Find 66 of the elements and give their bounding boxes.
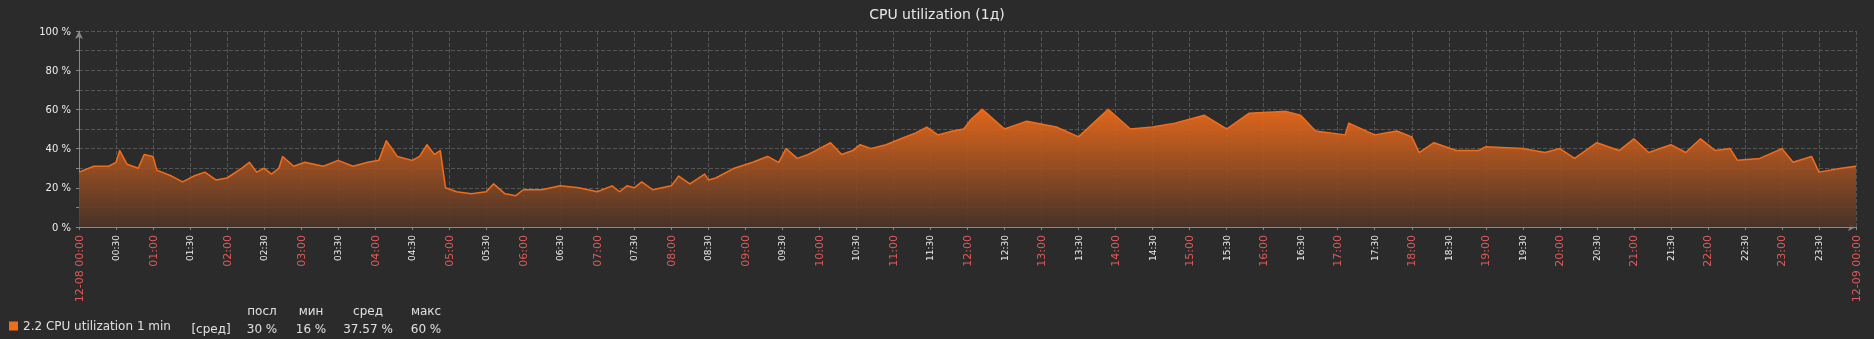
y-tick-label: 80 % bbox=[45, 64, 71, 76]
x-tick-label: 10:00 bbox=[812, 235, 826, 267]
x-tick-label: 21:00 bbox=[1627, 235, 1641, 267]
x-tick-label: 02:30 bbox=[259, 234, 270, 261]
text: посл bbox=[247, 304, 277, 318]
y-tick-label: 40 % bbox=[45, 143, 71, 155]
text: [сред] bbox=[191, 322, 231, 336]
text: макс bbox=[410, 304, 442, 318]
x-tick-label: 01:00 bbox=[146, 235, 160, 267]
x-tick-label: 14:30 bbox=[1147, 234, 1158, 261]
x-tick-label: 22:00 bbox=[1701, 235, 1715, 267]
x-tick-label: 06:30 bbox=[555, 234, 566, 261]
x-tick-label: 12:30 bbox=[999, 234, 1010, 261]
x-tick-label: 04:00 bbox=[368, 235, 382, 267]
text: 16 % bbox=[295, 322, 327, 336]
y-tick-label: 60 % bbox=[45, 103, 71, 115]
x-tick-label: 22:30 bbox=[1739, 234, 1750, 261]
x-tick-label: 18:30 bbox=[1443, 234, 1454, 261]
x-tick-label: 07:30 bbox=[629, 234, 640, 261]
x-tick-label: 23:00 bbox=[1775, 235, 1789, 267]
x-tick-label: 17:30 bbox=[1369, 234, 1380, 261]
x-tick-label: 15:00 bbox=[1183, 235, 1197, 267]
x-tick-label: 14:00 bbox=[1109, 235, 1123, 267]
x-tick-label: 06:00 bbox=[516, 235, 530, 267]
x-tick-label: 13:30 bbox=[1073, 234, 1084, 261]
x-tick-label: 03:00 bbox=[294, 235, 308, 267]
y-tick-label: 100 % bbox=[39, 25, 71, 37]
x-tick-label: 01:30 bbox=[185, 234, 196, 261]
x-tick-label: 08:00 bbox=[664, 235, 678, 267]
x-tick-label: 07:00 bbox=[590, 235, 604, 267]
text: сред bbox=[353, 304, 383, 318]
x-tick-label: 09:00 bbox=[738, 235, 752, 267]
chart-title: CPU utilization (1д) bbox=[869, 6, 1005, 22]
x-tick-label: 18:00 bbox=[1405, 235, 1419, 267]
x-tick-label: 12:00 bbox=[961, 235, 974, 267]
text: 60 % bbox=[410, 322, 442, 336]
x-tick-label: 20:30 bbox=[1591, 234, 1602, 261]
y-tick-label: 0 % bbox=[51, 221, 71, 233]
legend-label: 2.2 CPU utilization 1 min bbox=[23, 319, 171, 333]
x-tick-label: 05:30 bbox=[481, 234, 492, 261]
x-tick-label: 17:00 bbox=[1331, 235, 1345, 267]
x-tick-label: 04:30 bbox=[407, 234, 418, 261]
x-tick-label: 19:00 bbox=[1479, 235, 1493, 267]
x-tick-label: 05:00 bbox=[442, 235, 456, 267]
x-tick-label: 08:30 bbox=[703, 234, 714, 261]
x-tick-label: 23:30 bbox=[1813, 234, 1824, 261]
x-tick-label: 13:00 bbox=[1035, 235, 1049, 267]
x-tick-label: 19:30 bbox=[1517, 234, 1528, 261]
x-tick-label: 09:30 bbox=[777, 234, 788, 261]
x-tick-label: 20:00 bbox=[1553, 235, 1567, 267]
y-tick-label: 20 % bbox=[45, 182, 71, 194]
x-tick-label: 12-09 00:00 bbox=[1849, 235, 1863, 303]
x-tick-label: 11:00 bbox=[886, 235, 900, 267]
x-tick-label: 16:00 bbox=[1257, 235, 1271, 267]
text: мин bbox=[298, 304, 324, 318]
x-tick-label: 16:30 bbox=[1295, 234, 1306, 261]
x-tick-label: 10:30 bbox=[851, 234, 862, 261]
x-tick-label: 21:30 bbox=[1665, 234, 1676, 261]
text: 37.57 % bbox=[343, 322, 393, 336]
x-tick-label: 15:30 bbox=[1221, 234, 1232, 261]
x-tick-label: 02:00 bbox=[220, 235, 234, 267]
x-tick-label: 12-08 00:00 bbox=[72, 235, 86, 303]
x-tick-label: 00:30 bbox=[111, 234, 122, 261]
x-tick-label: 11:30 bbox=[925, 234, 936, 261]
text: 30 % bbox=[246, 322, 278, 336]
x-tick-label: 03:30 bbox=[333, 234, 344, 261]
